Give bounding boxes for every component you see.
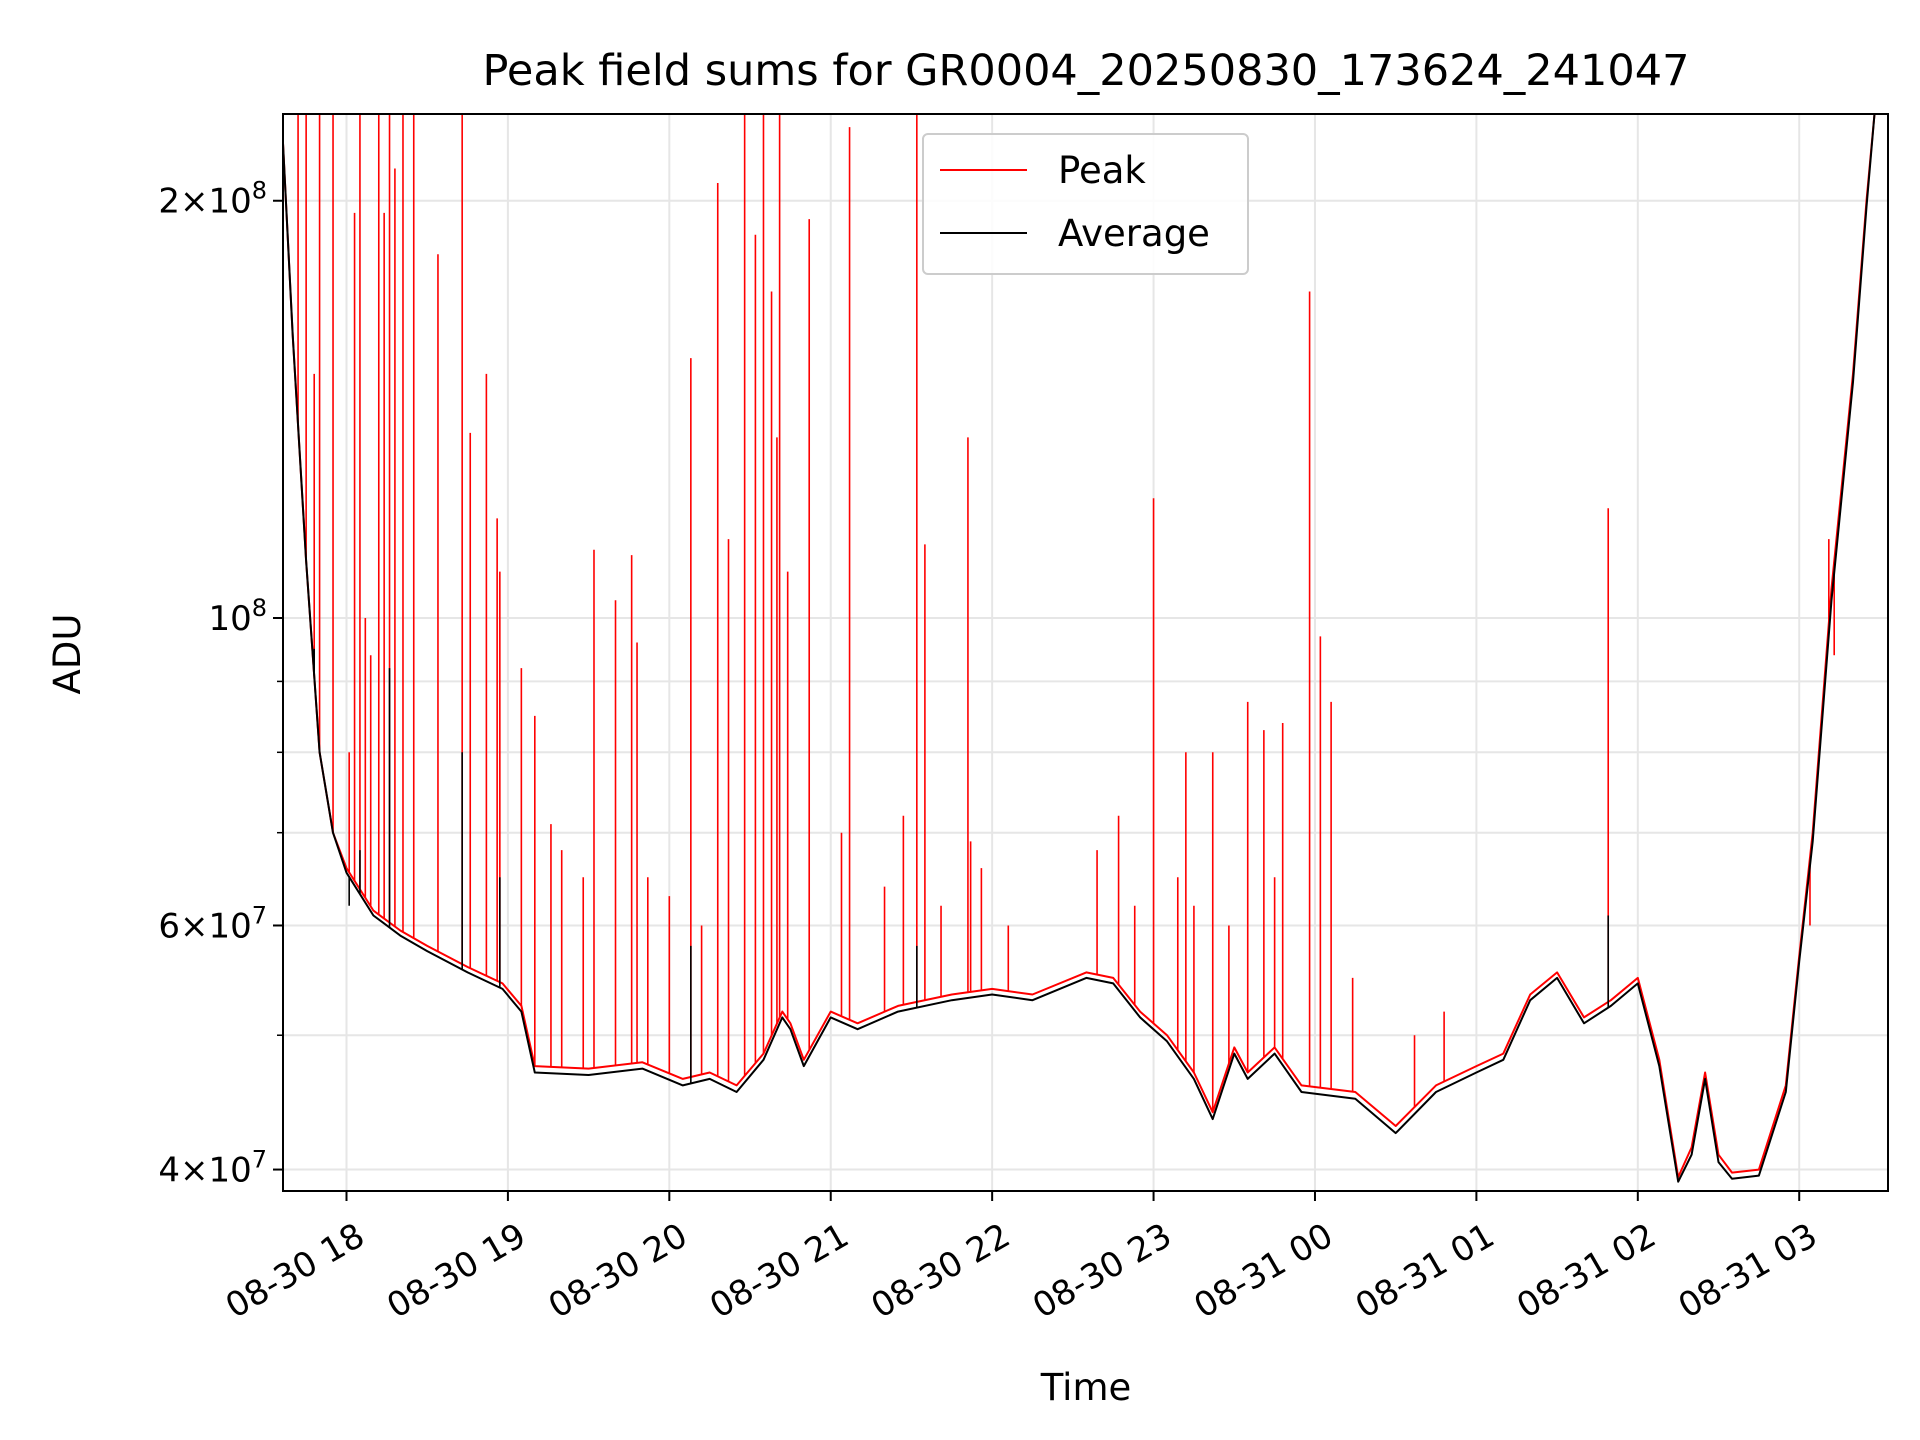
chart-title: Peak field sums for GR0004_20250830_1736… xyxy=(483,46,1690,96)
axes-frame xyxy=(282,113,1889,1192)
legend: Peak Average xyxy=(922,133,1249,275)
y-tick-label: 4×107 xyxy=(158,1146,267,1191)
plot-area xyxy=(283,114,1888,1183)
y-tick-label: 108 xyxy=(208,594,267,639)
legend-peak-label: Peak xyxy=(1058,149,1146,192)
peak-series xyxy=(283,114,1888,1179)
legend-average-label: Average xyxy=(1058,212,1210,255)
y-axis: 4×107 6×107 108 2×108 xyxy=(158,177,283,1191)
average-series xyxy=(283,114,1888,1183)
y-axis-label: ADU xyxy=(46,614,89,695)
y-tick-label: 2×108 xyxy=(158,177,267,222)
y-tick-label: 6×107 xyxy=(158,901,267,946)
x-axis-label: Time xyxy=(1040,1366,1132,1409)
average-line xyxy=(283,114,1888,1183)
peak-line xyxy=(283,114,1888,1179)
